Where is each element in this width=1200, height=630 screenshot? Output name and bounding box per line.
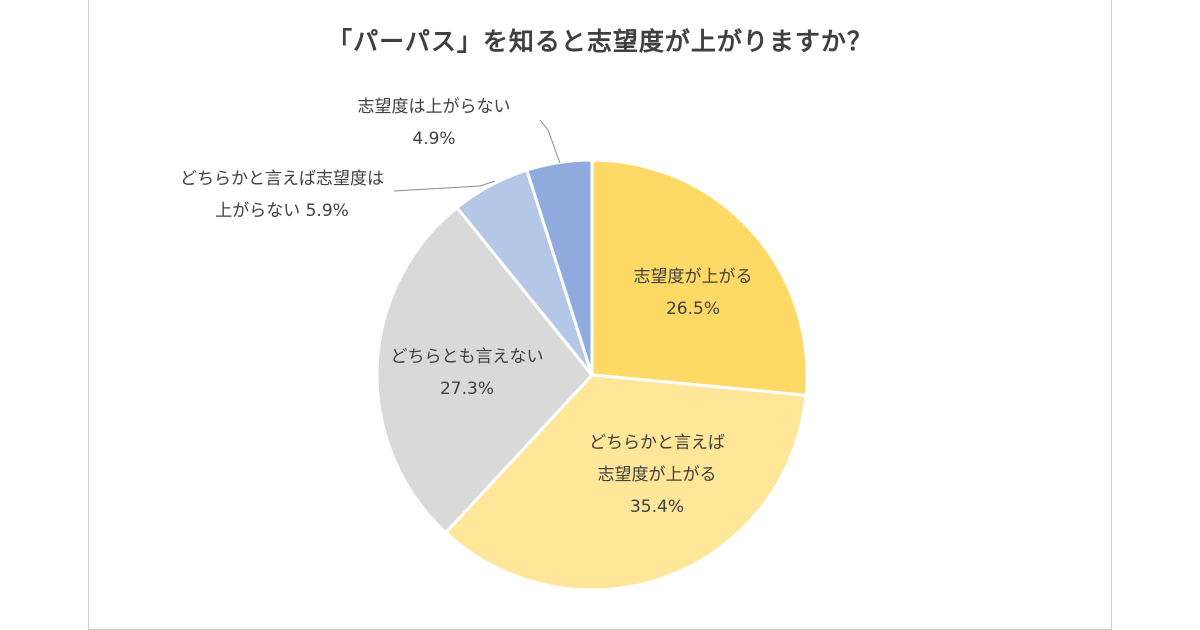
slice-value-label: 27.3% <box>440 379 494 399</box>
slice-category-label: どちらかと言えば <box>589 433 725 453</box>
pie-slice <box>590 158 809 397</box>
slice-category-label: 上がらない 5.9% <box>215 201 349 221</box>
leader-line <box>393 180 496 192</box>
slice-value-label: 35.4% <box>630 497 684 517</box>
slice-category-label: どちらとも言えない <box>391 347 544 367</box>
pie-slice <box>524 158 594 376</box>
slice-category-label: 志望度が上がる <box>634 267 753 287</box>
pie-slice <box>443 373 808 592</box>
pie-slice <box>375 205 594 535</box>
slice-value-label: 4.9% <box>412 129 455 149</box>
slice-category-label: 志望度が上がる <box>598 465 717 485</box>
chart-title: 「パーパス」を知ると志望度が上がりますか？ <box>327 27 873 56</box>
leader-line <box>539 119 561 164</box>
slice-category-label: どちらかと言えば志望度は <box>180 169 384 189</box>
slice-value-label: 26.5% <box>666 299 720 319</box>
slice-category-label: 志望度は上がらない <box>358 97 511 117</box>
